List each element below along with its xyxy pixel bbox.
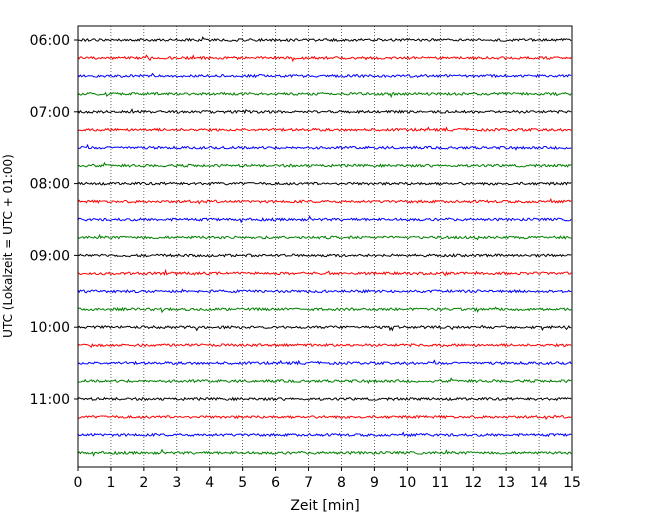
trace-1000 [77, 324, 572, 332]
trace-1130 [77, 431, 572, 438]
trace-0730 [77, 143, 572, 151]
trace-1030 [77, 359, 572, 366]
x-tick-label: 14 [530, 475, 548, 491]
trace-0600 [77, 36, 572, 43]
x-tick-label: 10 [398, 475, 416, 491]
y-axis: 06:00 07:00 08:00 09:00 10:00 11:00 [30, 33, 78, 408]
y-axis-title: UTC (Lokalzeit = UTC + 01:00) [1, 154, 15, 338]
x-tick-label: 2 [139, 475, 148, 491]
plot-frame [77, 25, 573, 468]
trace-group [77, 36, 572, 457]
x-tick-label: 6 [271, 475, 280, 491]
x-axis-title: Zeit [min] [290, 498, 359, 514]
x-tick-label: 1 [106, 475, 115, 491]
x-tick-label: 0 [74, 475, 83, 491]
trace-1045 [77, 377, 572, 385]
y-tick-label: 11:00 [30, 392, 70, 408]
x-tick-label: 9 [370, 475, 379, 491]
y-tick-label: 08:00 [30, 177, 70, 193]
x-tick-label: 5 [238, 475, 247, 491]
trace-0915 [77, 268, 572, 277]
x-tick-label: 4 [205, 475, 214, 491]
y-tick-label: 07:00 [30, 105, 70, 121]
trace-0745 [77, 161, 572, 169]
trace-0630 [77, 72, 572, 79]
trace-0830 [77, 215, 572, 224]
x-tick-label: 13 [497, 475, 515, 491]
trace-0845 [77, 233, 572, 241]
trace-1115 [77, 414, 572, 420]
trace-0700 [77, 108, 572, 115]
trace-0800 [77, 181, 572, 186]
trace-0645 [77, 91, 572, 99]
x-tick-label: 8 [337, 475, 346, 491]
trace-1145 [77, 448, 572, 457]
y-tick-label: 10:00 [30, 320, 70, 336]
trace-1015 [77, 342, 572, 348]
y-tick-label: 06:00 [30, 33, 70, 49]
x-tick-label: 3 [172, 475, 181, 491]
trace-0900 [77, 253, 572, 258]
trace-0930 [77, 288, 572, 294]
x-tick-label: 15 [563, 475, 581, 491]
trace-0815 [77, 197, 572, 205]
trace-0615 [77, 54, 572, 63]
grid-lines [110, 26, 540, 467]
x-axis: 0 1 2 3 4 5 6 7 8 9 10 11 12 13 14 15 [74, 467, 581, 491]
x-tick-label: 11 [431, 475, 449, 491]
y-tick-label: 09:00 [30, 248, 70, 264]
x-tick-label: 7 [304, 475, 313, 491]
trace-0945 [77, 306, 572, 314]
trace-1100 [77, 396, 572, 402]
trace-0715 [77, 126, 572, 133]
x-tick-label: 12 [464, 475, 482, 491]
